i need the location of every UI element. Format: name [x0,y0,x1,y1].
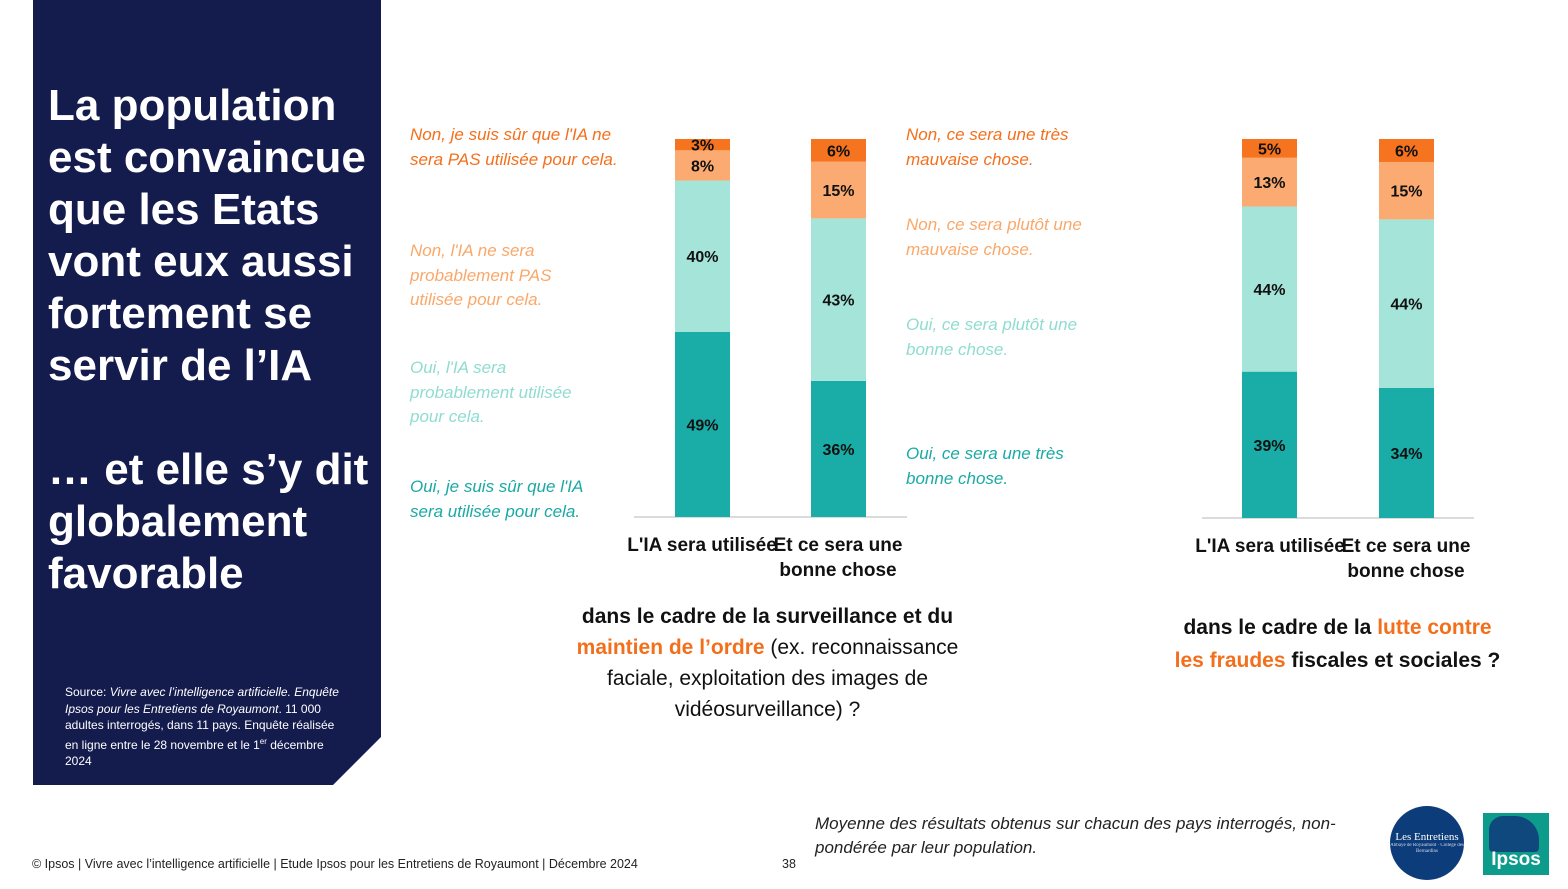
bar-value-label: 49% [686,417,718,434]
bar-segment [1379,387,1434,518]
entretiens-logo: Les Entretiens Abbaye de Royaumont · Col… [1390,806,1464,880]
bar-segment [675,139,730,151]
left-panel: La population est convaincue que les Eta… [33,0,381,785]
category-label-right-2: Et ce sera une bonne chose [1341,536,1471,582]
legend-left-strong-yes: Oui, je suis sûr que l'IA sera utilisée … [410,477,583,521]
ipsos-logo: Ipsos [1483,813,1549,875]
ipsos-head-icon [1489,816,1539,852]
bar-segment [675,150,730,181]
category-label-left-1: L'IA sera utilisée [627,535,777,556]
bar-segment [1242,139,1297,158]
bar-value-label: 6% [827,143,850,160]
question-right: dans le cadre de la lutte contre les fra… [1174,616,1501,672]
bar-value-label: 5% [1258,141,1281,158]
headline-main: La population est convaincue que les Eta… [48,81,366,390]
legend-right-weak-no: Non, ce sera plutôt une mauvaise chose. [906,215,1082,259]
bar-segment [811,139,866,162]
category-label-left-2: Et ce sera une bonne chose [773,535,903,581]
legend-right-strong-no: Non, ce sera une très mauvaise chose. [906,125,1069,169]
legend-left-weak-no: Non, l'IA ne sera probablement PAS utili… [410,241,552,309]
page-number: 38 [782,857,796,871]
bar-segment [811,218,866,381]
bar-value-label: 36% [822,442,854,459]
footer-note: Moyenne des résultats obtenus sur chacun… [815,814,1336,857]
legend-left-weak-yes: Oui, l'IA sera probablement utilisée pou… [410,358,572,426]
bar-segment [1379,219,1434,388]
bar-value-label: 39% [1253,438,1285,455]
bar-value-label: 44% [1390,297,1422,314]
bar-segment [811,161,866,219]
bar-value-label: 15% [1390,184,1422,201]
bar-segment [675,331,730,517]
question-left: dans le cadre de la surveillance et du m… [576,605,959,721]
bar-value-label: 6% [1395,143,1418,160]
bar-segment [675,180,730,332]
headline-sub: … et elle s’y dit globalement favorable [48,445,369,598]
bar-segment [1242,157,1297,207]
bar-segment [811,380,866,517]
bar-value-label: 40% [686,249,718,266]
bar-value-label: 43% [822,293,854,310]
legend-left-strong-no: Non, je suis sûr que l'IA ne sera PAS ut… [410,125,618,169]
headline: La population est convaincue que les Eta… [48,80,378,600]
bar-value-label: 44% [1253,282,1285,299]
source-note: Source: Vivre avec l’intelligence artifi… [65,685,339,768]
bar-segment [1379,161,1434,220]
bar-value-label: 8% [691,158,714,175]
category-label-right-1: L'IA sera utilisée [1195,536,1345,557]
bar-value-label: 34% [1390,446,1422,463]
bar-segment [1379,139,1434,162]
bar-value-label: 13% [1253,175,1285,192]
bar-value-label: 3% [691,138,714,155]
bar-segment [1242,206,1297,372]
legend-right-strong-yes: Oui, ce sera une très bonne chose. [906,444,1064,488]
bar-value-label: 15% [822,183,854,200]
bar-segment [1242,371,1297,518]
legend-right-weak-yes: Oui, ce sera plutôt une bonne chose. [906,315,1078,359]
copyright: © Ipsos | Vivre avec l’intelligence arti… [32,857,638,871]
